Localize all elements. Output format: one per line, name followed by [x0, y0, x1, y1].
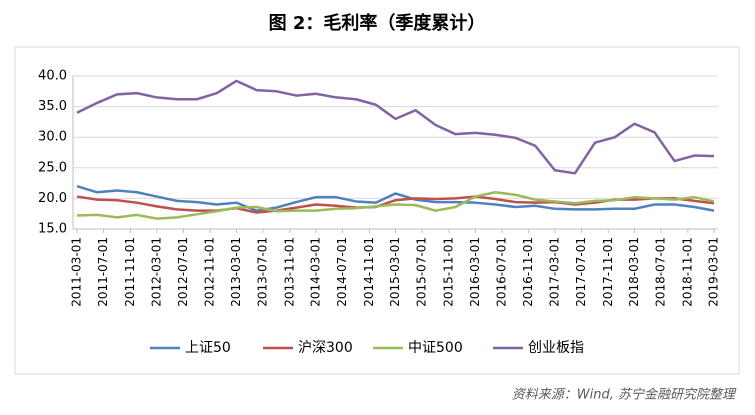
chart-border — [14, 46, 740, 375]
x-tick-label: 2017-07-01 — [574, 237, 588, 307]
x-tick-label: 2017-11-01 — [601, 237, 615, 307]
legend-label: 沪深300 — [298, 340, 353, 356]
x-tick-label: 2018-07-01 — [654, 237, 668, 307]
legend-label: 创业板指 — [528, 340, 584, 356]
x-tick-label: 2013-07-01 — [255, 237, 269, 307]
y-tick-label: 35.0 — [38, 99, 67, 114]
x-tick-label: 2018-11-01 — [680, 237, 694, 307]
x-tick-label: 2016-03-01 — [468, 237, 482, 307]
x-tick-label: 2012-03-01 — [149, 237, 163, 307]
x-tick-label: 2012-11-01 — [203, 237, 217, 307]
x-tick-label: 2014-07-01 — [335, 237, 349, 307]
y-tick-label: 25.0 — [38, 160, 67, 175]
source-note: 资料来源：Wind, 苏宁金融研究院整理 — [512, 387, 737, 403]
x-tick-label: 2019-03-01 — [707, 237, 721, 307]
y-tick-label: 15.0 — [38, 222, 67, 237]
x-tick-label: 2015-07-01 — [415, 237, 429, 307]
legend-label: 中证500 — [408, 340, 463, 356]
y-tick-label: 20.0 — [38, 191, 67, 206]
x-tick-label: 2011-11-01 — [123, 237, 137, 307]
y-tick-label: 40.0 — [38, 69, 67, 84]
x-tick-label: 2013-11-01 — [282, 237, 296, 307]
x-tick-label: 2018-03-01 — [627, 237, 641, 307]
x-tick-label: 2014-03-01 — [308, 237, 322, 307]
x-tick-label: 2015-11-01 — [441, 237, 455, 307]
x-tick-label: 2011-07-01 — [96, 237, 110, 307]
chart-title: 图 2：毛利率（季度累计） — [269, 12, 486, 34]
series-line — [76, 79, 715, 175]
x-tick-label: 2013-03-01 — [229, 237, 243, 307]
x-tick-label: 2011-03-01 — [70, 237, 84, 307]
legend-label: 上证50 — [185, 340, 231, 356]
x-tick-label: 2012-07-01 — [176, 237, 190, 307]
x-tick-label: 2015-03-01 — [388, 237, 402, 307]
y-tick-label: 30.0 — [38, 130, 67, 145]
x-tick-label: 2014-11-01 — [362, 237, 376, 307]
series-line — [76, 191, 715, 220]
x-tick-label: 2016-07-01 — [494, 237, 508, 307]
series-line — [76, 184, 715, 212]
x-tick-label: 2017-03-01 — [547, 237, 561, 307]
x-tick-label: 2016-11-01 — [521, 237, 535, 307]
